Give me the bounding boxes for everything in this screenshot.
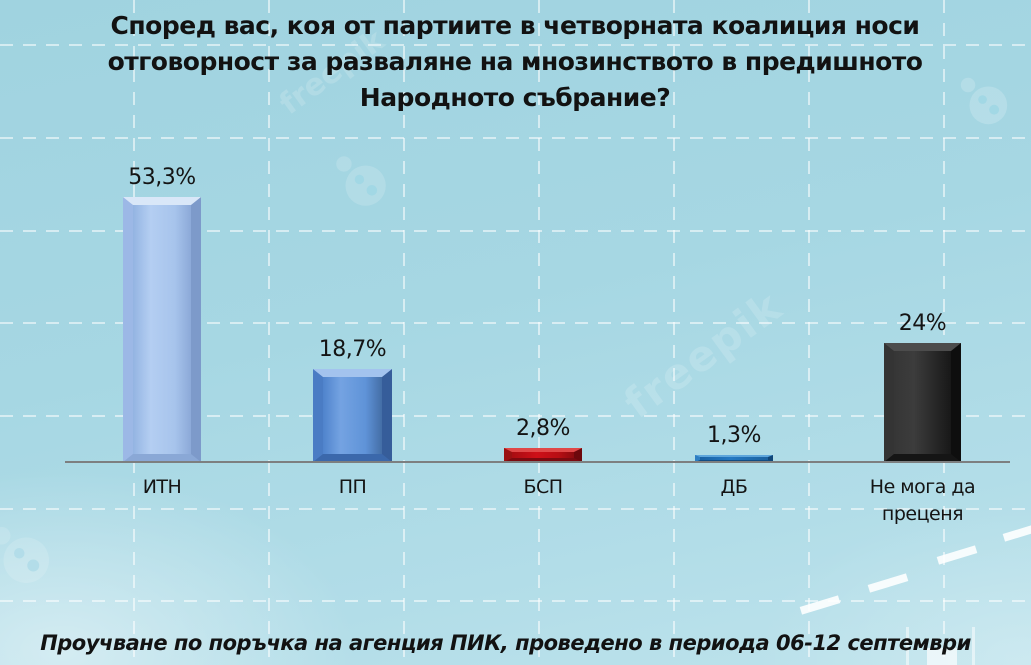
freepik-logo-icon — [330, 150, 392, 212]
value-label-bsp: 2,8% — [516, 416, 570, 441]
road-dash — [867, 573, 909, 593]
bar-cant-judge — [884, 343, 961, 462]
value-label-pp: 18,7% — [318, 337, 387, 362]
grid-hline — [0, 230, 1031, 232]
category-label-db: ДБ — [720, 476, 748, 498]
grid-vline — [673, 0, 675, 665]
grid-hline — [0, 415, 1031, 417]
road-dash — [1002, 522, 1031, 542]
grid-vline — [808, 0, 810, 665]
grid-vline — [943, 0, 945, 665]
category-label-itn: ИТН — [142, 476, 182, 498]
x-axis-line — [65, 461, 1010, 463]
bar-pp — [313, 369, 392, 462]
bar-itn — [123, 197, 201, 462]
freepik-watermark: freepik — [615, 281, 792, 428]
chart-title: Според вас, коя от партиите в четворната… — [107, 11, 923, 112]
grid-vline — [538, 0, 540, 665]
road-dash — [799, 595, 841, 615]
value-label-cant-judge: 24% — [898, 311, 947, 336]
value-label-db: 1,3% — [707, 423, 761, 448]
value-label-itn: 53,3% — [128, 165, 196, 190]
grid-hline — [0, 508, 1031, 510]
skyline-shape — [927, 648, 957, 665]
grid-vline — [403, 0, 405, 665]
grid-hline — [0, 137, 1031, 139]
category-label-bsp: БСП — [523, 476, 563, 498]
category-label-cant-judge: Не мога да преценя — [869, 476, 976, 525]
category-label-pp: ПП — [338, 476, 367, 498]
grid-hline — [0, 322, 1031, 324]
grid-hline — [0, 44, 1031, 46]
freepik-logo-icon — [0, 520, 56, 590]
skyline-shape — [972, 627, 975, 665]
source-caption: Проучване по поръчка на агенция ПИК, про… — [40, 631, 971, 655]
skyline-shape — [906, 627, 909, 665]
grid-hline — [0, 600, 1031, 602]
bar-bsp — [504, 448, 582, 462]
grid-vline — [268, 0, 270, 665]
